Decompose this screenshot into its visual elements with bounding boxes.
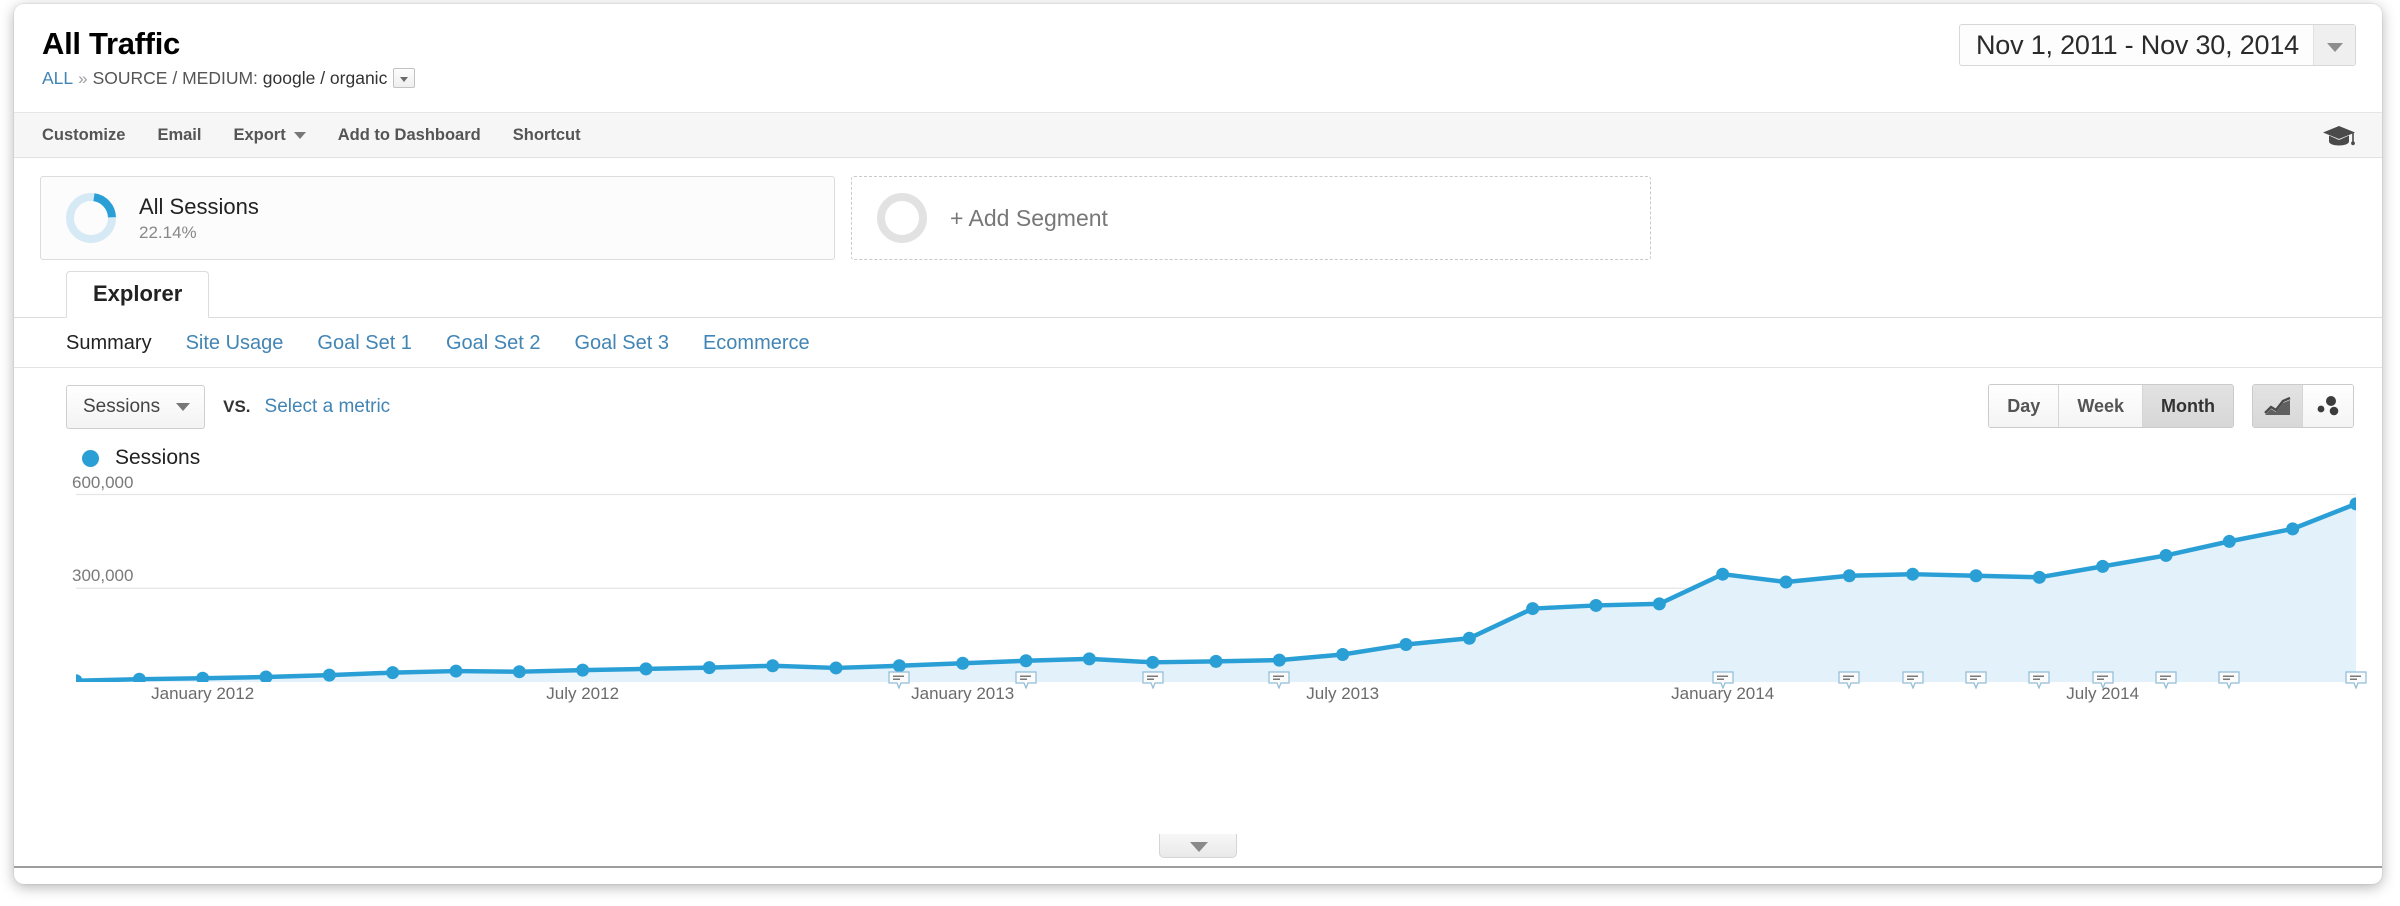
page-title: All Traffic	[42, 26, 180, 61]
annotation-bubble-icon[interactable]	[1837, 671, 1861, 690]
annotation-bubble-icon[interactable]	[1141, 671, 1165, 690]
add-segment-button[interactable]: + Add Segment	[851, 176, 1651, 260]
line-chart-icon	[2263, 396, 2290, 415]
graduation-cap-icon[interactable]	[2322, 124, 2356, 148]
subnav-goal-set-1[interactable]: Goal Set 1	[317, 332, 412, 354]
motion-chart-view-button[interactable]	[2303, 385, 2353, 427]
tab-explorer[interactable]: Explorer	[66, 271, 210, 318]
granularity-month[interactable]: Month	[2143, 385, 2233, 427]
customize-label: Customize	[42, 125, 126, 144]
sessions-line-chart[interactable]: 300,000 600,000 January 2012 July 2012 Janu…	[72, 473, 2367, 722]
breadcrumb: ALL» SOURCE / MEDIUM: google / organic	[42, 67, 2354, 90]
primary-metric-select[interactable]: Sessions	[66, 385, 206, 429]
report-subnav: Summary Site Usage Goal Set 1 Goal Set 2…	[14, 318, 2382, 368]
breadcrumb-root-link[interactable]: ALL	[42, 68, 74, 88]
add-segment-donut-icon	[877, 193, 927, 243]
granularity-toggle-group: Day Week Month	[1988, 384, 2234, 428]
tab-explorer-label: Explorer	[93, 281, 183, 306]
segment-all-sessions[interactable]: All Sessions 22.14%	[40, 176, 835, 260]
annotation-bubble-icon[interactable]	[1014, 671, 1038, 690]
y-axis-tick-label: 300,000	[72, 566, 134, 586]
annotation-bubble-icon[interactable]	[887, 671, 911, 690]
add-to-dashboard-button[interactable]: Add to Dashboard	[338, 126, 481, 145]
chart-view-controls: Day Week Month	[1988, 384, 2354, 428]
legend-color-swatch	[82, 449, 99, 467]
breadcrumb-dimension-label: SOURCE / MEDIUM:	[92, 68, 258, 88]
chevron-down-icon[interactable]	[2313, 25, 2355, 65]
vs-label: VS.	[223, 397, 251, 416]
chart-x-axis: January 2012 July 2012 January 2013 July 20…	[76, 682, 2356, 712]
report-card: All Traffic ALL» SOURCE / MEDIUM: google …	[14, 4, 2382, 884]
annotation-bubble-icon[interactable]	[2154, 671, 2178, 690]
chart-expander-button[interactable]	[1159, 834, 1237, 858]
subnav-goal-set-3[interactable]: Goal Set 3	[574, 332, 669, 354]
annotation-bubble-icon[interactable]	[2091, 671, 2115, 690]
breadcrumb-separator: »	[78, 69, 88, 88]
segment-name: All Sessions	[139, 193, 259, 219]
tab-strip: Explorer	[14, 271, 2382, 318]
date-range-value: Nov 1, 2011 - Nov 30, 2014	[1975, 29, 2299, 60]
select-a-metric-link[interactable]: Select a metric	[264, 396, 391, 417]
x-axis-tick-label: July 2013	[1306, 684, 1380, 703]
annotation-bubble-icon[interactable]	[1901, 671, 1925, 690]
x-axis-tick-label: January 2013	[911, 684, 1015, 703]
subnav-goal-set-2[interactable]: Goal Set 2	[445, 332, 541, 354]
chart-plot-area	[76, 493, 2356, 682]
annotation-bubble-icon[interactable]	[2344, 671, 2368, 690]
shortcut-button[interactable]: Shortcut	[513, 126, 581, 145]
annotation-bubble-icon[interactable]	[1711, 671, 1735, 690]
primary-metric-value: Sessions	[83, 396, 161, 417]
export-label: Export	[233, 125, 286, 144]
date-range-picker[interactable]: Nov 1, 2011 - Nov 30, 2014	[1958, 24, 2356, 66]
annotation-bubble-icon[interactable]	[1964, 671, 1988, 690]
chevron-down-icon[interactable]	[393, 68, 416, 88]
email-label: Email	[157, 125, 202, 144]
add-segment-label: + Add Segment	[950, 204, 1108, 231]
email-button[interactable]: Email	[157, 126, 201, 145]
annotation-bubble-icon[interactable]	[2217, 671, 2241, 690]
chart-legend: Sessions	[14, 438, 2382, 476]
x-axis-tick-label: January 2014	[1671, 684, 1775, 703]
action-toolbar: Customize Email Export Add to Dashboard …	[14, 112, 2382, 158]
customize-button[interactable]: Customize	[42, 126, 125, 145]
chevron-down-icon	[176, 403, 191, 411]
metric-controls: Sessions VS. Select a metric Day Week Mo…	[14, 368, 2382, 438]
x-axis-tick-label: July 2012	[546, 684, 620, 703]
bottom-divider	[14, 866, 2382, 868]
subnav-summary[interactable]: Summary	[66, 332, 152, 354]
line-chart-view-button[interactable]	[2253, 385, 2303, 427]
granularity-day[interactable]: Day	[1989, 385, 2060, 427]
motion-chart-icon	[2317, 396, 2339, 416]
subnav-site-usage[interactable]: Site Usage	[185, 332, 284, 354]
annotation-bubble-icon[interactable]	[2027, 671, 2051, 690]
granularity-week[interactable]: Week	[2059, 385, 2144, 427]
chevron-down-icon	[293, 131, 306, 139]
report-header: All Traffic ALL» SOURCE / MEDIUM: google …	[14, 4, 2382, 112]
breadcrumb-dimension-value: google / organic	[262, 68, 388, 88]
x-axis-tick-label: July 2014	[2066, 684, 2140, 703]
chart-type-toggle-group	[2252, 384, 2354, 428]
segment-percent: 22.14%	[139, 222, 197, 242]
shortcut-label: Shortcut	[512, 125, 581, 144]
subnav-ecommerce[interactable]: Ecommerce	[702, 332, 810, 354]
segment-donut-icon	[66, 193, 116, 243]
add-to-dashboard-label: Add to Dashboard	[337, 125, 481, 144]
legend-series-label: Sessions	[115, 446, 201, 469]
annotation-bubble-icon[interactable]	[1267, 671, 1291, 690]
x-axis-tick-label: January 2012	[151, 684, 255, 703]
export-button[interactable]: Export	[233, 125, 306, 145]
y-axis-tick-label: 600,000	[72, 472, 134, 492]
segment-bar: All Sessions 22.14% + Add Segment	[14, 158, 2382, 274]
